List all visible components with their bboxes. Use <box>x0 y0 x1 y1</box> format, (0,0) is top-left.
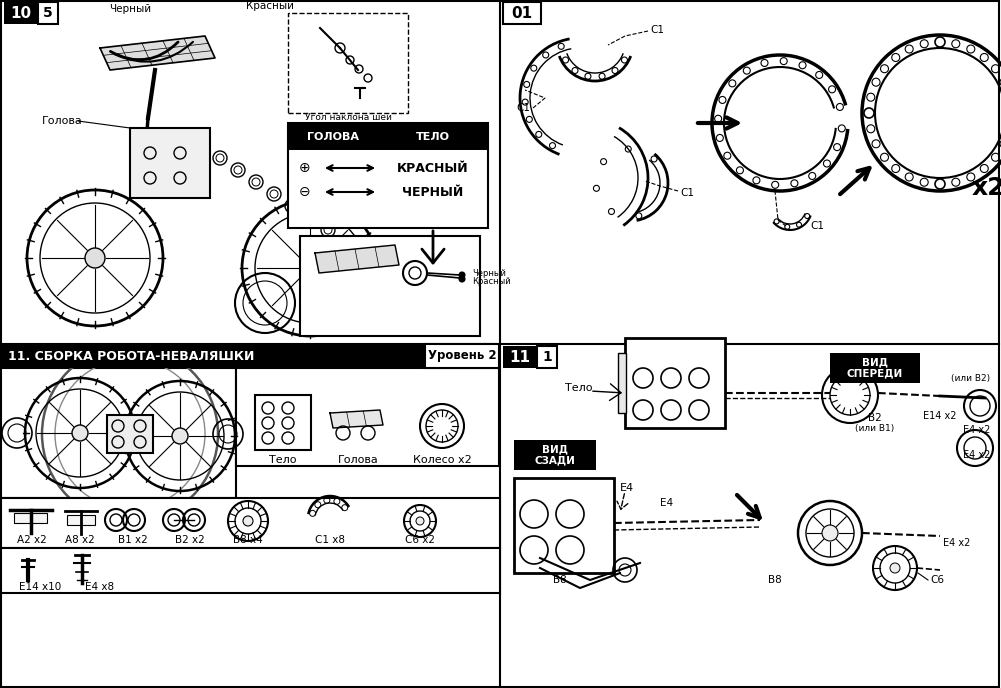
Bar <box>14 513 47 523</box>
Text: E4 x8: E4 x8 <box>85 582 114 592</box>
Bar <box>514 478 614 573</box>
Text: B2: B2 <box>868 413 882 423</box>
Text: Черный: Черный <box>472 268 506 277</box>
Bar <box>236 368 499 466</box>
Text: (или B2): (или B2) <box>951 374 990 383</box>
Circle shape <box>864 108 874 118</box>
Text: B2 x2: B2 x2 <box>175 535 205 545</box>
Text: ⊕: ⊕ <box>299 161 311 175</box>
Text: Уровень 2: Уровень 2 <box>427 350 496 363</box>
Text: E14 x2: E14 x2 <box>923 411 957 421</box>
Bar <box>625 338 725 428</box>
Text: ТЕЛО: ТЕЛО <box>416 132 450 142</box>
Bar <box>1 498 500 548</box>
Text: ⊖: ⊖ <box>299 185 311 199</box>
Bar <box>503 346 537 368</box>
Text: C1: C1 <box>810 221 824 231</box>
Bar <box>255 395 311 450</box>
Text: 11: 11 <box>510 350 531 365</box>
Text: B1: B1 <box>850 373 864 383</box>
Text: C6 x2: C6 x2 <box>405 535 435 545</box>
Bar <box>830 353 920 383</box>
Text: 11. СБОРКА РОБОТА-НЕВАЛЯШКИ: 11. СБОРКА РОБОТА-НЕВАЛЯШКИ <box>8 350 254 363</box>
Bar <box>130 128 210 198</box>
Polygon shape <box>330 410 383 428</box>
Circle shape <box>459 276 465 282</box>
Text: ЧЕРНЫЙ: ЧЕРНЫЙ <box>402 186 463 199</box>
Text: Красный: Красный <box>472 277 511 286</box>
Bar <box>503 2 541 24</box>
Bar <box>1 548 500 593</box>
Bar <box>107 415 153 453</box>
Text: C1: C1 <box>516 103 530 113</box>
Text: E4 x2: E4 x2 <box>963 450 990 460</box>
Polygon shape <box>100 36 215 70</box>
Text: E4: E4 <box>620 483 634 493</box>
Bar <box>67 515 95 525</box>
Text: Голова: Голова <box>42 116 83 126</box>
Text: B1 x2: B1 x2 <box>118 535 148 545</box>
Circle shape <box>85 248 105 268</box>
Bar <box>1 368 236 498</box>
Circle shape <box>890 563 900 573</box>
Circle shape <box>459 272 465 278</box>
Text: 5: 5 <box>43 6 53 20</box>
Bar <box>288 123 378 150</box>
Text: C1: C1 <box>650 25 664 35</box>
Bar <box>618 353 626 413</box>
Bar <box>300 236 480 336</box>
Bar <box>4 2 38 24</box>
Text: ВИД
СПЕРЕДИ: ВИД СПЕРЕДИ <box>847 357 903 379</box>
Bar <box>288 13 408 113</box>
Bar <box>1 344 500 368</box>
Text: Угол наклона шеи: Угол наклона шеи <box>304 114 391 122</box>
Text: x2: x2 <box>971 176 1001 200</box>
Text: Колесо x2: Колесо x2 <box>412 455 471 465</box>
Text: A8 x2: A8 x2 <box>65 535 95 545</box>
Text: ГОЛОВА: ГОЛОВА <box>307 132 359 142</box>
Text: 1: 1 <box>543 350 552 364</box>
Text: Черный: Черный <box>109 4 151 14</box>
Circle shape <box>416 517 424 525</box>
Bar <box>514 440 596 470</box>
Circle shape <box>935 179 945 189</box>
Circle shape <box>172 428 188 444</box>
Bar <box>38 2 58 24</box>
Bar <box>288 123 488 228</box>
Text: КРАСНЫЙ: КРАСНЫЙ <box>397 162 468 175</box>
Circle shape <box>72 425 88 441</box>
Bar <box>378 123 488 150</box>
Bar <box>425 344 499 368</box>
Text: Тело: Тело <box>269 455 296 465</box>
Text: E4 x2: E4 x2 <box>943 538 970 548</box>
Circle shape <box>300 258 320 278</box>
Text: ВИД
СЗАДИ: ВИД СЗАДИ <box>535 444 576 466</box>
Text: E4 x2: E4 x2 <box>963 425 990 435</box>
Text: C1 x8: C1 x8 <box>315 535 345 545</box>
Text: (или B1): (или B1) <box>856 424 895 433</box>
Text: B8: B8 <box>554 575 567 585</box>
Text: E14 x10: E14 x10 <box>19 582 61 592</box>
Text: A2 x2: A2 x2 <box>17 535 47 545</box>
Text: C6: C6 <box>930 575 944 585</box>
Text: B8 x4: B8 x4 <box>233 535 263 545</box>
Text: E4: E4 <box>660 498 673 508</box>
Text: 01: 01 <box>512 6 533 21</box>
Text: Голова: Голова <box>337 455 378 465</box>
Polygon shape <box>315 245 399 273</box>
Text: B8: B8 <box>768 575 782 585</box>
Circle shape <box>935 37 945 47</box>
Bar <box>537 346 557 368</box>
Circle shape <box>243 516 253 526</box>
Text: Тело: Тело <box>565 383 593 393</box>
Text: C1: C1 <box>680 188 694 198</box>
Circle shape <box>822 525 838 541</box>
Text: Красный: Красный <box>246 1 294 11</box>
Text: 10: 10 <box>10 6 32 21</box>
